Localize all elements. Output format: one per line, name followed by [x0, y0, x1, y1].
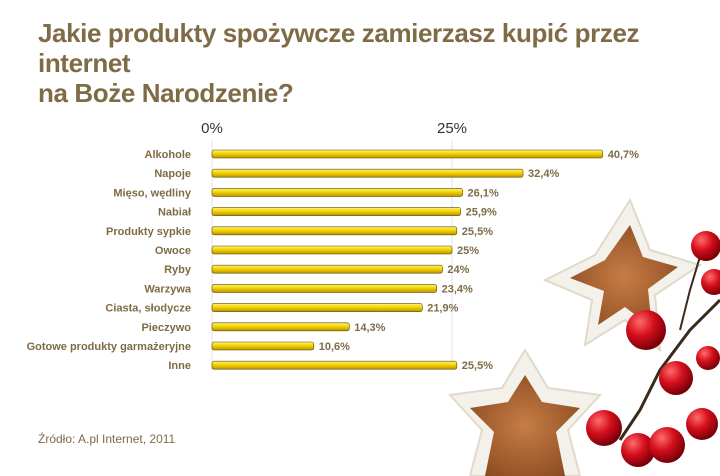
value-label: 21,9%: [427, 303, 458, 315]
value-label: 23,4%: [442, 283, 473, 295]
berry: [686, 408, 718, 440]
berry: [586, 410, 622, 446]
value-label: 25,9%: [466, 207, 497, 219]
berry-branch: [618, 298, 720, 441]
bar: [211, 188, 463, 197]
category-label: Mięso, wędliny: [113, 187, 192, 199]
bar: [211, 168, 524, 178]
value-label: 32,4%: [528, 168, 559, 180]
category-label: Gotowe produkty garmażeryjne: [27, 341, 191, 353]
value-label: 25,5%: [462, 226, 493, 238]
bar: [211, 322, 350, 332]
berry: [696, 346, 720, 370]
category-label: Owoce: [155, 245, 191, 257]
bar: [211, 245, 453, 255]
source-note: Źródło: A.pl Internet, 2011: [38, 432, 176, 446]
category-label: Ciasta, słodycze: [105, 303, 191, 315]
category-label: Nabiał: [158, 207, 191, 219]
category-label: Pieczywo: [141, 322, 191, 334]
value-label: 25,5%: [462, 360, 493, 372]
category-label: Produkty sypkie: [106, 226, 191, 238]
x-tick-label: 0%: [201, 120, 223, 137]
category-label: Ryby: [164, 264, 192, 276]
berry: [659, 361, 693, 395]
berry: [701, 269, 720, 295]
category-label: Warzywa: [144, 283, 192, 295]
berry: [691, 231, 720, 261]
x-tick-label: 25%: [437, 120, 467, 137]
bar: [211, 360, 458, 370]
berry: [626, 310, 666, 350]
category-label: Napoje: [154, 168, 191, 180]
category-label: Alkohole: [145, 149, 191, 161]
bar: [211, 341, 315, 351]
value-label: 10,6%: [319, 341, 350, 353]
bar: [211, 264, 443, 274]
value-label: 24%: [447, 264, 469, 276]
star-cookie-bottom-center: [470, 375, 580, 476]
berry: [649, 427, 685, 463]
chart-title: Jakie produkty spożywcze zamierzasz kupi…: [38, 18, 678, 108]
star-cookie-top-center: [570, 225, 678, 328]
bar: [211, 207, 461, 216]
bar: [211, 303, 423, 312]
value-label: 14,3%: [354, 322, 385, 334]
decoration-illustration: [447, 197, 720, 476]
chart-plot-area: 0% 25% Alkohole 40,7% Napoje 32,4% Mięso, wędl…: [27, 120, 640, 372]
bar: [211, 149, 604, 159]
berry: [621, 433, 655, 467]
category-label: Inne: [168, 360, 191, 372]
value-label: 26,1%: [468, 187, 499, 199]
bar: [211, 226, 458, 236]
bar: [211, 284, 437, 293]
value-label: 40,7%: [608, 149, 639, 161]
chart-title-line-1: Jakie produkty spożywcze zamierzasz kupi…: [38, 18, 640, 78]
chart-title-line-2: na Boże Narodzenie?: [38, 78, 294, 108]
value-label: 25%: [457, 245, 479, 257]
